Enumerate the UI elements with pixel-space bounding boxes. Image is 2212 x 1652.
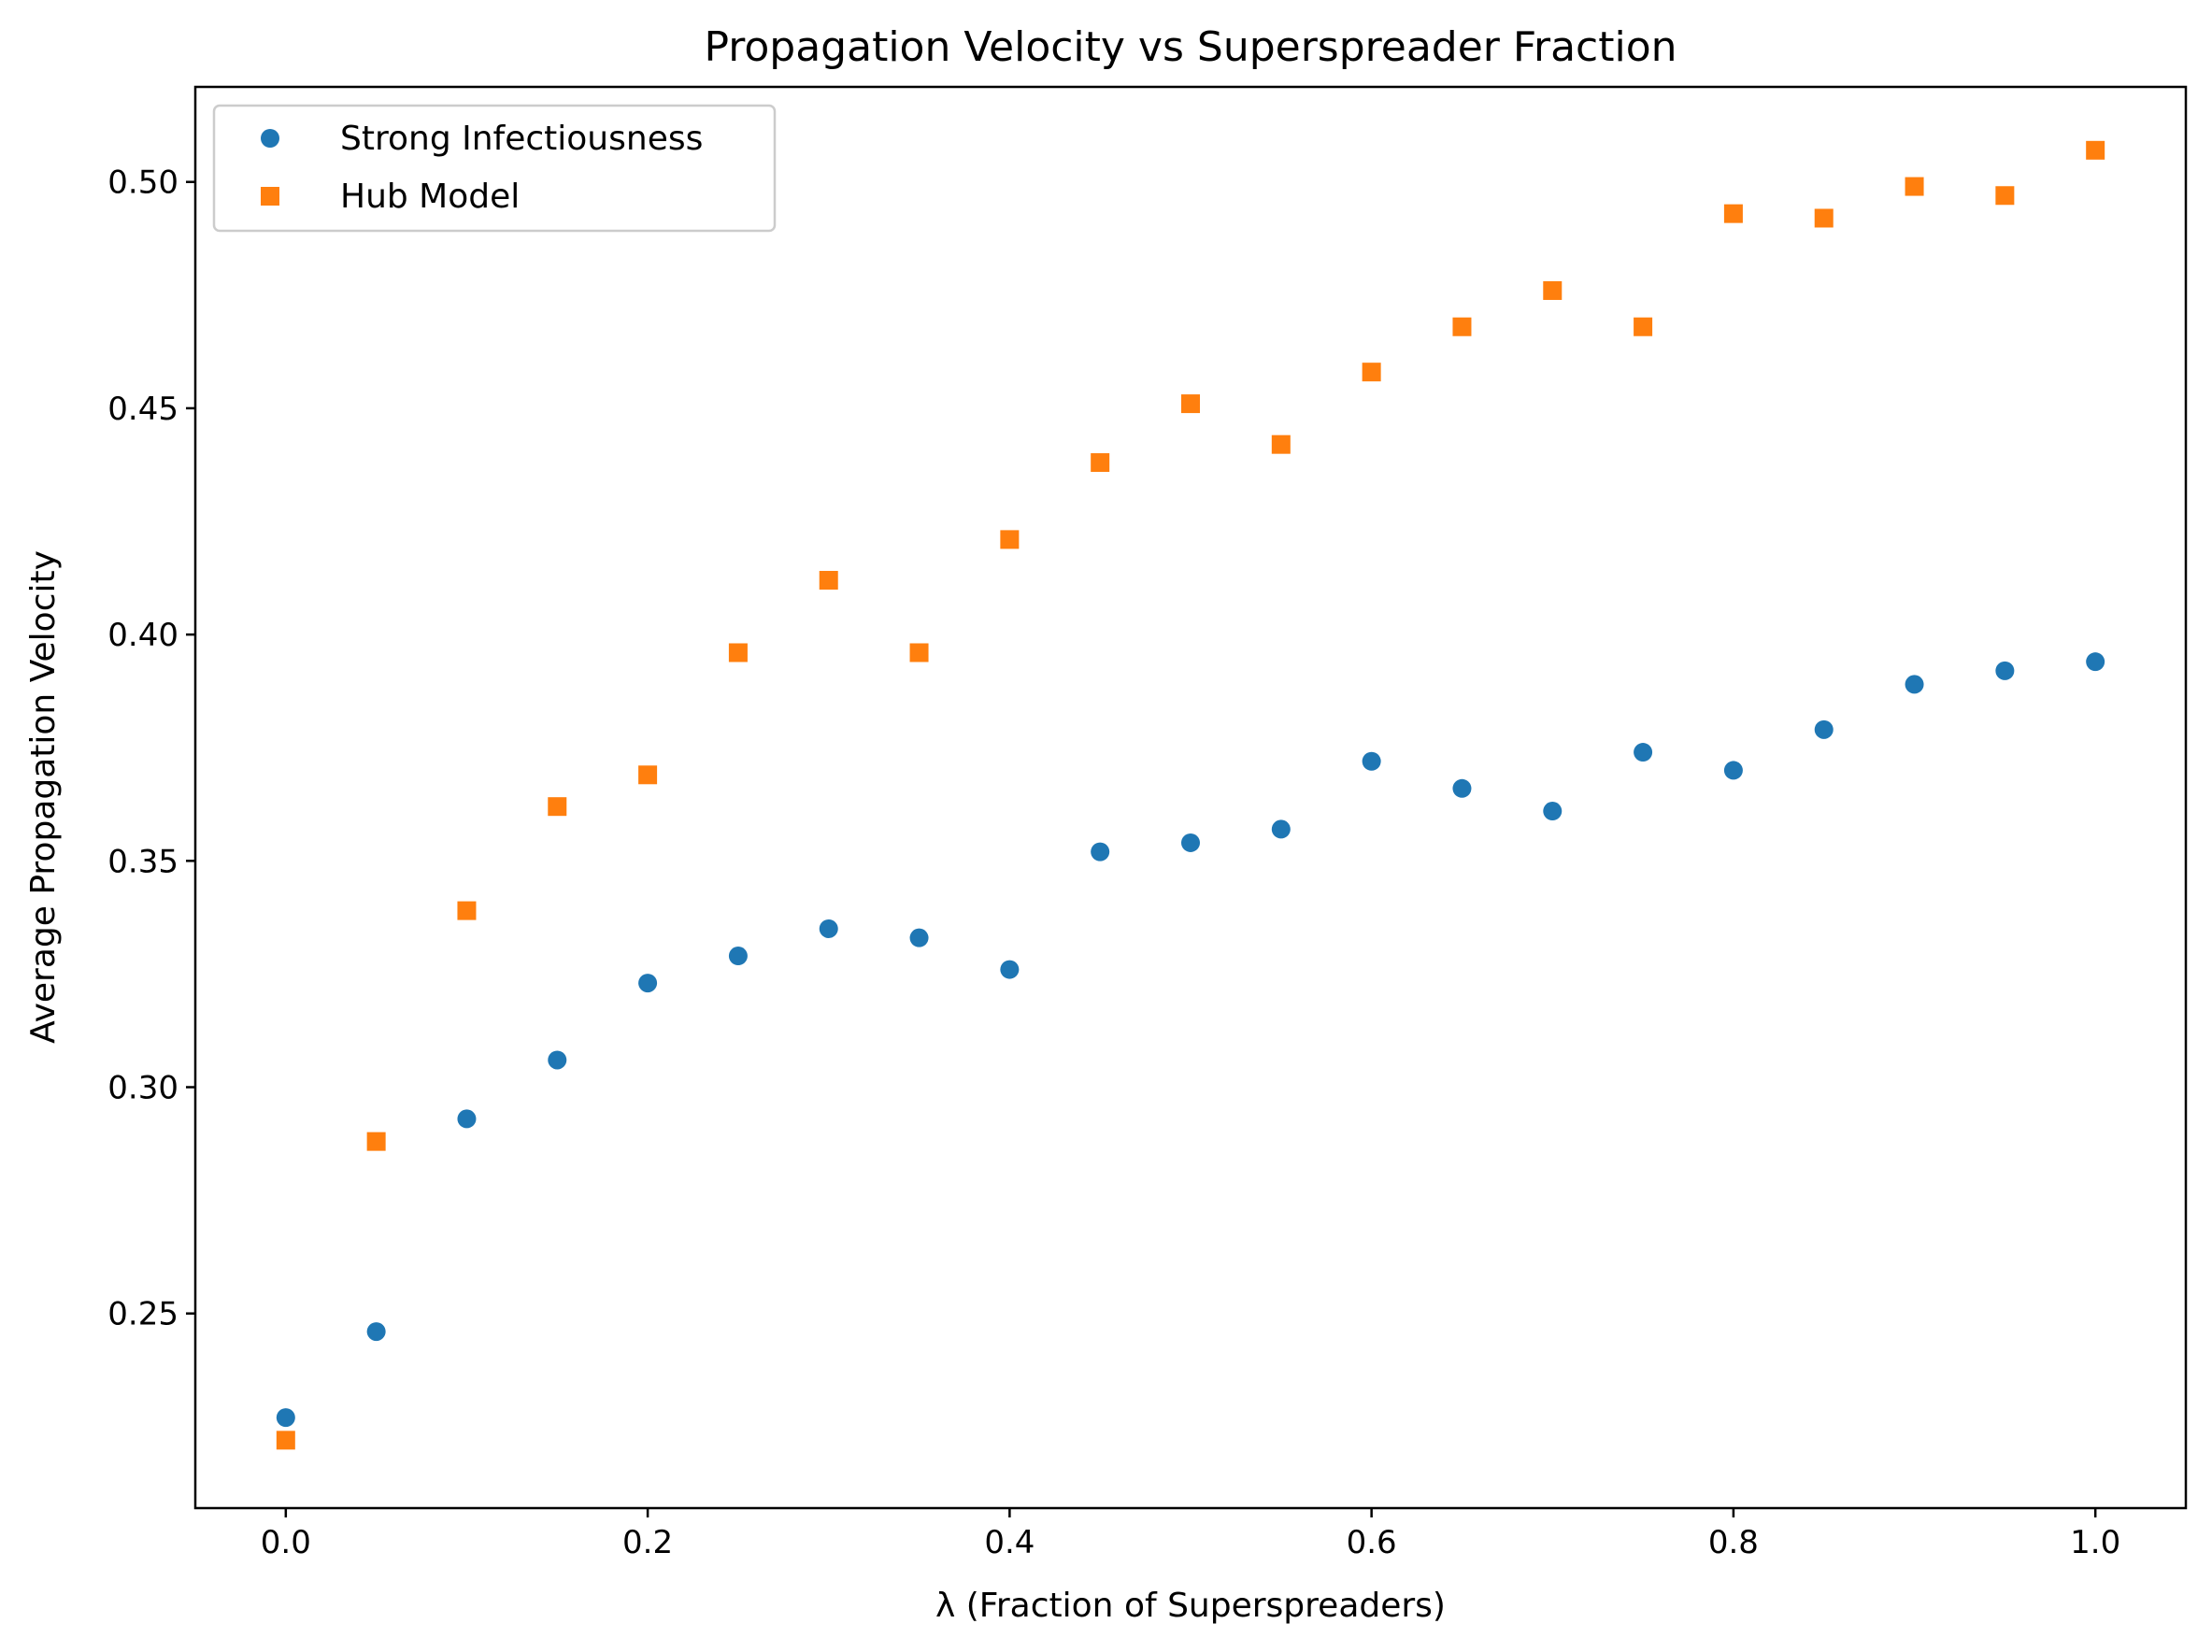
point-hub-model: [1362, 363, 1381, 382]
point-hub-model: [1181, 394, 1200, 414]
y-tick-label: 0.25: [107, 1296, 178, 1333]
point-strong-infectiousness: [819, 919, 838, 938]
point-strong-infectiousness: [1634, 743, 1653, 762]
y-tick-label: 0.45: [107, 391, 178, 428]
point-strong-infectiousness: [1000, 960, 1020, 979]
legend-label-hub-model: Hub Model: [340, 178, 520, 216]
point-hub-model: [1271, 434, 1291, 454]
x-axis-label: λ (Fraction of Superspreaders): [935, 1587, 1446, 1625]
legend-frame: [212, 104, 777, 233]
point-hub-model: [457, 901, 477, 920]
point-hub-model: [1905, 177, 1924, 196]
point-hub-model: [1452, 317, 1472, 336]
y-tick-label: 0.35: [107, 843, 178, 880]
point-hub-model: [1723, 204, 1743, 223]
legend: Strong Infectiousness Hub Model: [212, 104, 777, 233]
point-strong-infectiousness: [728, 947, 748, 966]
point-strong-infectiousness: [457, 1109, 477, 1129]
point-hub-model: [366, 1132, 386, 1151]
y-axis-label: Average Propagation Velocity: [24, 550, 63, 1044]
point-strong-infectiousness: [1723, 761, 1743, 780]
point-strong-infectiousness: [1452, 778, 1472, 798]
legend-label-strong-infectiousness: Strong Infectiousness: [340, 120, 703, 158]
point-strong-infectiousness: [1543, 802, 1563, 821]
y-tick-label: 0.40: [107, 617, 178, 654]
data-points: [276, 140, 2105, 1450]
y-tick-label: 0.30: [107, 1070, 178, 1107]
point-hub-model: [1814, 208, 1834, 228]
point-strong-infectiousness: [638, 974, 658, 993]
x-tick-label: 0.8: [1708, 1524, 1759, 1561]
point-hub-model: [819, 570, 838, 590]
point-hub-model: [1000, 530, 1020, 549]
point-strong-infectiousness: [1814, 719, 1834, 739]
x-tick-label: 0.2: [622, 1524, 673, 1561]
series-hub-model: [276, 140, 2105, 1450]
point-hub-model: [728, 643, 748, 662]
y-tick-label: 0.50: [107, 164, 178, 202]
point-hub-model: [1091, 453, 1110, 473]
legend-marker-strong-infectiousness: [261, 129, 279, 148]
point-hub-model: [2086, 140, 2105, 160]
point-strong-infectiousness: [1905, 675, 1924, 694]
series-strong-infectiousness: [276, 652, 2105, 1428]
x-tick-label: 1.0: [2070, 1524, 2120, 1561]
point-strong-infectiousness: [548, 1050, 567, 1070]
x-tick-label: 0.6: [1347, 1524, 1397, 1561]
point-hub-model: [276, 1431, 295, 1450]
point-hub-model: [909, 643, 929, 662]
point-strong-infectiousness: [366, 1322, 386, 1342]
axis-ticks: 0.0 0.2 0.4 0.6 0.8 1.0 0.25 0.30 0.35 0.40 0.45 0.…: [107, 164, 2120, 1561]
point-strong-infectiousness: [1181, 833, 1200, 852]
point-strong-infectiousness: [1995, 661, 2015, 680]
point-strong-infectiousness: [2086, 652, 2105, 672]
point-strong-infectiousness: [1362, 751, 1381, 771]
point-strong-infectiousness: [909, 928, 929, 947]
point-hub-model: [548, 797, 567, 817]
x-tick-label: 0.0: [261, 1524, 311, 1561]
x-tick-label: 0.4: [984, 1524, 1035, 1561]
point-hub-model: [1995, 186, 2015, 206]
point-hub-model: [1634, 317, 1653, 336]
point-strong-infectiousness: [1091, 842, 1110, 862]
legend-marker-hub-model: [261, 187, 279, 206]
plot-area-frame: [193, 85, 2188, 1510]
point-hub-model: [1543, 280, 1563, 300]
point-strong-infectiousness: [276, 1408, 295, 1428]
point-strong-infectiousness: [1271, 819, 1291, 839]
point-hub-model: [638, 765, 658, 785]
chart-title: Propagation Velocity vs Superspreader Fr…: [704, 23, 1677, 71]
